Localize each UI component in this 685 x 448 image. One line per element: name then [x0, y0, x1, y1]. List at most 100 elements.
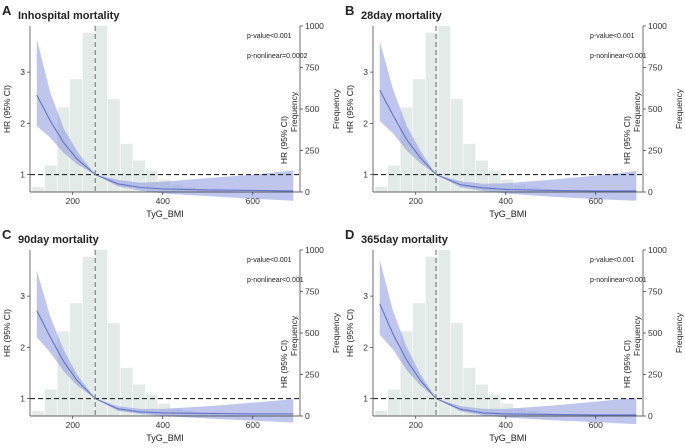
y-right-tick-label: 0 [305, 187, 310, 197]
y-axis-label-right: Frequency [331, 88, 341, 129]
y-left-tick-label: 3 [20, 67, 25, 77]
histogram-bar [32, 411, 45, 416]
y-right-tick-label: 750 [305, 287, 319, 297]
histogram-bar [82, 32, 95, 192]
y-right-tick-label: 1000 [648, 21, 667, 31]
hr-line [36, 94, 294, 192]
x-tick-label: 200 [409, 420, 423, 430]
frequency-label-inner: Frequency [289, 91, 299, 132]
histogram-bar [375, 411, 388, 416]
frequency-label-inner: Frequency [632, 91, 642, 132]
y-left-tick-label: 1 [20, 170, 25, 180]
p-value-annotation: p-value<0.001 [590, 257, 635, 264]
y-axis-label-right: Frequency [674, 88, 684, 129]
histogram-bar [70, 303, 83, 416]
histogram-bar [387, 165, 400, 192]
histogram-bar [450, 323, 463, 416]
x-tick-label: 600 [246, 420, 260, 430]
p-nonlinear-annotation: p-nonlinear=0.0002 [247, 53, 308, 60]
y-right-tick-label: 500 [648, 104, 662, 114]
panel-title: 90day mortality [18, 234, 100, 246]
histogram-bar [463, 143, 476, 192]
y-right-tick-label: 0 [305, 411, 310, 421]
hr-line [379, 89, 637, 192]
histogram-bar [425, 32, 438, 192]
histogram-bar [44, 389, 57, 416]
histogram-bar [107, 323, 120, 416]
x-tick-label: 400 [156, 420, 170, 430]
histogram-bar [95, 250, 108, 416]
x-tick-label: 200 [66, 420, 80, 430]
y-right-tick-label: 750 [648, 287, 662, 297]
x-tick-label: 200 [409, 196, 423, 206]
histogram-bar [82, 256, 95, 416]
histogram-bar [107, 99, 120, 192]
x-tick-label: 200 [66, 196, 80, 206]
y-left-tick-label: 2 [363, 118, 368, 128]
p-value-annotation: p-value<0.001 [247, 33, 292, 40]
y-right-tick-label: 250 [305, 370, 319, 380]
panel-letter: A [2, 3, 12, 18]
histogram-bar [413, 303, 426, 416]
histogram-bar [463, 367, 476, 416]
y-left-tick-label: 3 [363, 67, 368, 77]
x-axis-label: TyG_BMI [146, 209, 184, 219]
histogram-bar [133, 384, 146, 416]
y-left-tick-label: 1 [363, 394, 368, 404]
x-axis-label: TyG_BMI [146, 433, 184, 443]
panel-c: 1 2 3 0 250 500 750 1000 200 400 600 TyG_BMI HR (95%… [2, 227, 341, 443]
panel-title: 365day mortality [361, 234, 449, 246]
x-tick-label: 400 [499, 420, 513, 430]
panel-title: Inhospital mortality [18, 10, 120, 22]
hr-label-inner: HR (95% CI) [622, 340, 632, 388]
y-right-tick-label: 0 [648, 411, 653, 421]
frequency-label-inner: Frequency [632, 315, 642, 356]
x-tick-label: 600 [589, 420, 603, 430]
y-right-tick-label: 1000 [305, 245, 324, 255]
x-axis-label: TyG_BMI [489, 209, 527, 219]
histogram-bar [476, 384, 489, 416]
y-right-tick-label: 0 [648, 187, 653, 197]
panel-a: 1 2 3 0 250 500 750 1000 200 400 600 TyG_BMI HR (95%… [2, 3, 341, 219]
histogram-bar [120, 367, 133, 416]
x-tick-label: 600 [589, 196, 603, 206]
x-axis-label: TyG_BMI [489, 433, 527, 443]
y-axis-label-left: HR (95% CI) [345, 309, 355, 357]
hr-label-inner: HR (95% CI) [279, 116, 289, 164]
hr-label-inner: HR (95% CI) [622, 116, 632, 164]
y-left-tick-label: 1 [363, 170, 368, 180]
x-tick-label: 400 [156, 196, 170, 206]
y-right-tick-label: 1000 [305, 21, 324, 31]
y-right-tick-label: 750 [305, 63, 319, 73]
panel-letter: D [345, 227, 354, 242]
y-left-tick-label: 3 [363, 291, 368, 301]
panel-d: 1 2 3 0 250 500 750 1000 200 400 600 TyG_BMI HR (95%… [345, 227, 684, 443]
y-right-tick-label: 250 [648, 146, 662, 156]
histogram-bar [375, 187, 388, 192]
ci-band [379, 260, 637, 425]
p-value-annotation: p-value<0.001 [247, 257, 292, 264]
x-tick-label: 400 [499, 196, 513, 206]
y-axis-label-left: HR (95% CI) [345, 85, 355, 133]
panel-title: 28day mortality [361, 10, 443, 22]
histogram-bar [425, 256, 438, 416]
ci-band [36, 38, 294, 201]
hr-label-inner: HR (95% CI) [279, 340, 289, 388]
histogram-bar [450, 99, 463, 192]
y-left-tick-label: 2 [363, 342, 368, 352]
hr-line [36, 310, 294, 415]
y-left-tick-label: 1 [20, 394, 25, 404]
frequency-label-inner: Frequency [289, 315, 299, 356]
y-left-tick-label: 2 [20, 342, 25, 352]
p-value-annotation: p-value<0.001 [590, 33, 635, 40]
histogram-bar [95, 26, 108, 192]
y-left-tick-label: 2 [20, 118, 25, 128]
p-nonlinear-annotation: p-nonlinear<0.001 [590, 277, 647, 284]
panel-b: 1 2 3 0 250 500 750 1000 200 400 600 TyG_BMI HR (95%… [345, 3, 684, 219]
y-axis-label-left: HR (95% CI) [2, 309, 12, 357]
panel-letter: C [2, 227, 12, 242]
ci-band [36, 270, 294, 423]
y-left-tick-label: 3 [20, 291, 25, 301]
p-nonlinear-annotation: p-nonlinear<0.001 [247, 277, 304, 284]
